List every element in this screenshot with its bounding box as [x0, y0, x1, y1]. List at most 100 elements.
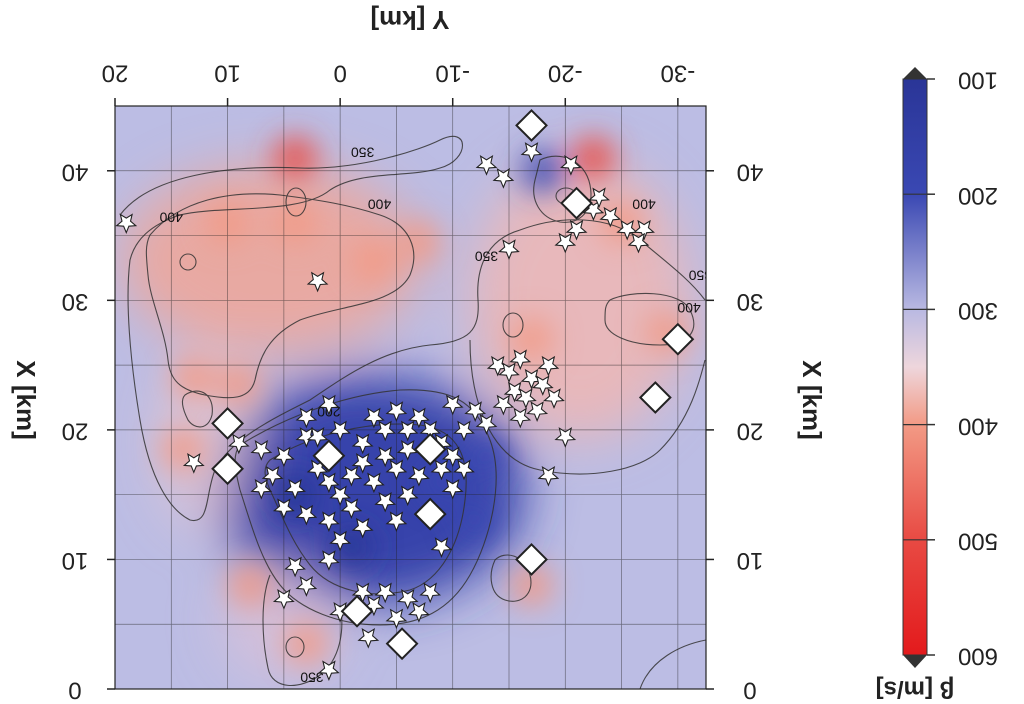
earthquake-event-marker — [295, 407, 318, 429]
colorbar-scale — [902, 78, 928, 656]
left-tick-label: 0 — [68, 677, 81, 704]
earthquake-event-marker — [284, 556, 306, 578]
earthquake-event-marker — [588, 187, 610, 209]
earthquake-event-marker — [441, 446, 464, 468]
earthquake-event-marker — [318, 511, 340, 533]
earthquake-event-marker — [543, 388, 565, 409]
earthquake-event-marker — [363, 472, 385, 494]
earthquake-event-marker — [272, 589, 295, 610]
earthquake-events — [115, 142, 655, 682]
colorbar-tick-label: 500 — [958, 527, 998, 554]
earthquake-event-marker — [396, 420, 419, 442]
earthquake-event-marker — [430, 459, 453, 481]
contour-label: 400 — [677, 300, 701, 316]
earthquake-event-marker — [537, 355, 560, 377]
velocity-anomaly — [216, 362, 261, 407]
earthquake-event-marker — [599, 206, 622, 228]
velocity-anomaly — [509, 563, 554, 608]
earthquake-event-marker — [306, 271, 329, 293]
earthquake-event-marker — [351, 517, 374, 539]
contour-label: 400 — [632, 196, 656, 212]
earthquake-event-marker — [419, 420, 442, 442]
earthquake-event-marker — [227, 433, 250, 455]
colorbar-title: β [m/s] — [876, 676, 955, 703]
left-tick-label: 40 — [62, 158, 89, 185]
earthquake-event-marker — [272, 446, 295, 468]
earthquake-event-marker — [318, 660, 340, 682]
top-tick-label: 20 — [102, 60, 129, 87]
earthquake-event-marker — [306, 427, 329, 448]
right-axis: 0 10 20 30 40 — [706, 158, 764, 704]
station-marker — [515, 109, 548, 142]
earthquake-event-marker — [554, 232, 577, 254]
contour-lines — [119, 135, 706, 689]
right-tick-label: 10 — [737, 547, 764, 574]
earthquake-event-marker — [318, 472, 340, 494]
contour-label: 350 — [351, 145, 375, 161]
velocity-anomaly — [396, 220, 441, 265]
colorbar-tick-label: 400 — [958, 412, 998, 439]
earthquake-event-marker — [396, 485, 419, 507]
top-tick-label: -20 — [548, 60, 583, 87]
right-tick-label: 40 — [737, 158, 764, 185]
contour-300 — [234, 389, 497, 626]
earthquake-event-marker — [318, 394, 340, 416]
left-axis: 0 10 20 30 40 — [62, 158, 115, 704]
colorbar-top-arrow — [903, 67, 927, 79]
right-tick-label: 20 — [737, 418, 764, 445]
top-tick-label: -30 — [661, 60, 696, 87]
earthquake-event-marker — [115, 213, 138, 235]
earthquake-event-marker — [560, 155, 582, 176]
earthquake-event-marker — [374, 582, 397, 604]
top-tick-label: 0 — [333, 60, 346, 87]
earthquake-event-marker — [284, 478, 306, 500]
earthquake-event-marker — [627, 232, 650, 254]
earthquake-event-marker — [554, 427, 577, 448]
colorbar: 100 200 300 400 500 600 β [m/s] — [876, 67, 998, 703]
right-tick-label: 0 — [743, 677, 756, 704]
top-tick-label: -10 — [435, 60, 470, 87]
earthquake-event-marker — [498, 362, 520, 384]
earthquake-event-marker — [272, 498, 295, 520]
earthquake-event-marker — [385, 511, 408, 533]
earthquake-event-marker — [363, 407, 385, 429]
earthquake-event-marker — [340, 465, 363, 487]
velocity-anomaly — [171, 356, 216, 401]
station-markers — [211, 109, 738, 661]
earthquake-event-marker — [295, 504, 318, 526]
station-marker — [560, 186, 593, 220]
earthquake-event-marker — [261, 465, 284, 487]
earthquake-event-marker — [453, 459, 475, 481]
earthquake-event-marker — [464, 401, 487, 422]
earthquake-event-marker — [340, 498, 363, 520]
velocity-anomaly — [273, 135, 318, 180]
station-marker — [708, 331, 738, 361]
earthquake-event-marker — [385, 401, 408, 422]
earthquake-event-marker — [408, 602, 430, 623]
station-marker — [661, 322, 695, 356]
earthquake-event-marker — [374, 491, 397, 513]
map-frame — [114, 105, 707, 690]
station-marker — [413, 432, 447, 466]
earthquake-event-marker — [396, 440, 419, 461]
colorbar-tick-label: 300 — [958, 297, 998, 324]
earthquake-event-marker — [509, 349, 532, 371]
top-tick-label: 10 — [214, 60, 241, 87]
earthquake-event-marker — [526, 401, 549, 422]
contour-label: 350 — [688, 268, 712, 284]
left-tick-label: 30 — [62, 288, 89, 315]
earthquake-event-marker — [374, 420, 397, 442]
earthquake-event-marker — [441, 478, 464, 500]
earthquake-event-marker — [537, 465, 560, 487]
earthquake-event-marker — [531, 375, 554, 396]
contour-label: 400 — [368, 196, 392, 212]
earthquake-event-marker — [419, 582, 442, 604]
station-marker — [312, 439, 346, 473]
earthquake-event-marker — [357, 627, 380, 649]
colorbar-tick-label: 600 — [958, 643, 998, 670]
earthquake-event-marker — [492, 168, 515, 189]
earthquake-event-marker — [498, 239, 520, 260]
station-marker — [413, 497, 447, 531]
right-tick-label: 30 — [737, 288, 764, 315]
